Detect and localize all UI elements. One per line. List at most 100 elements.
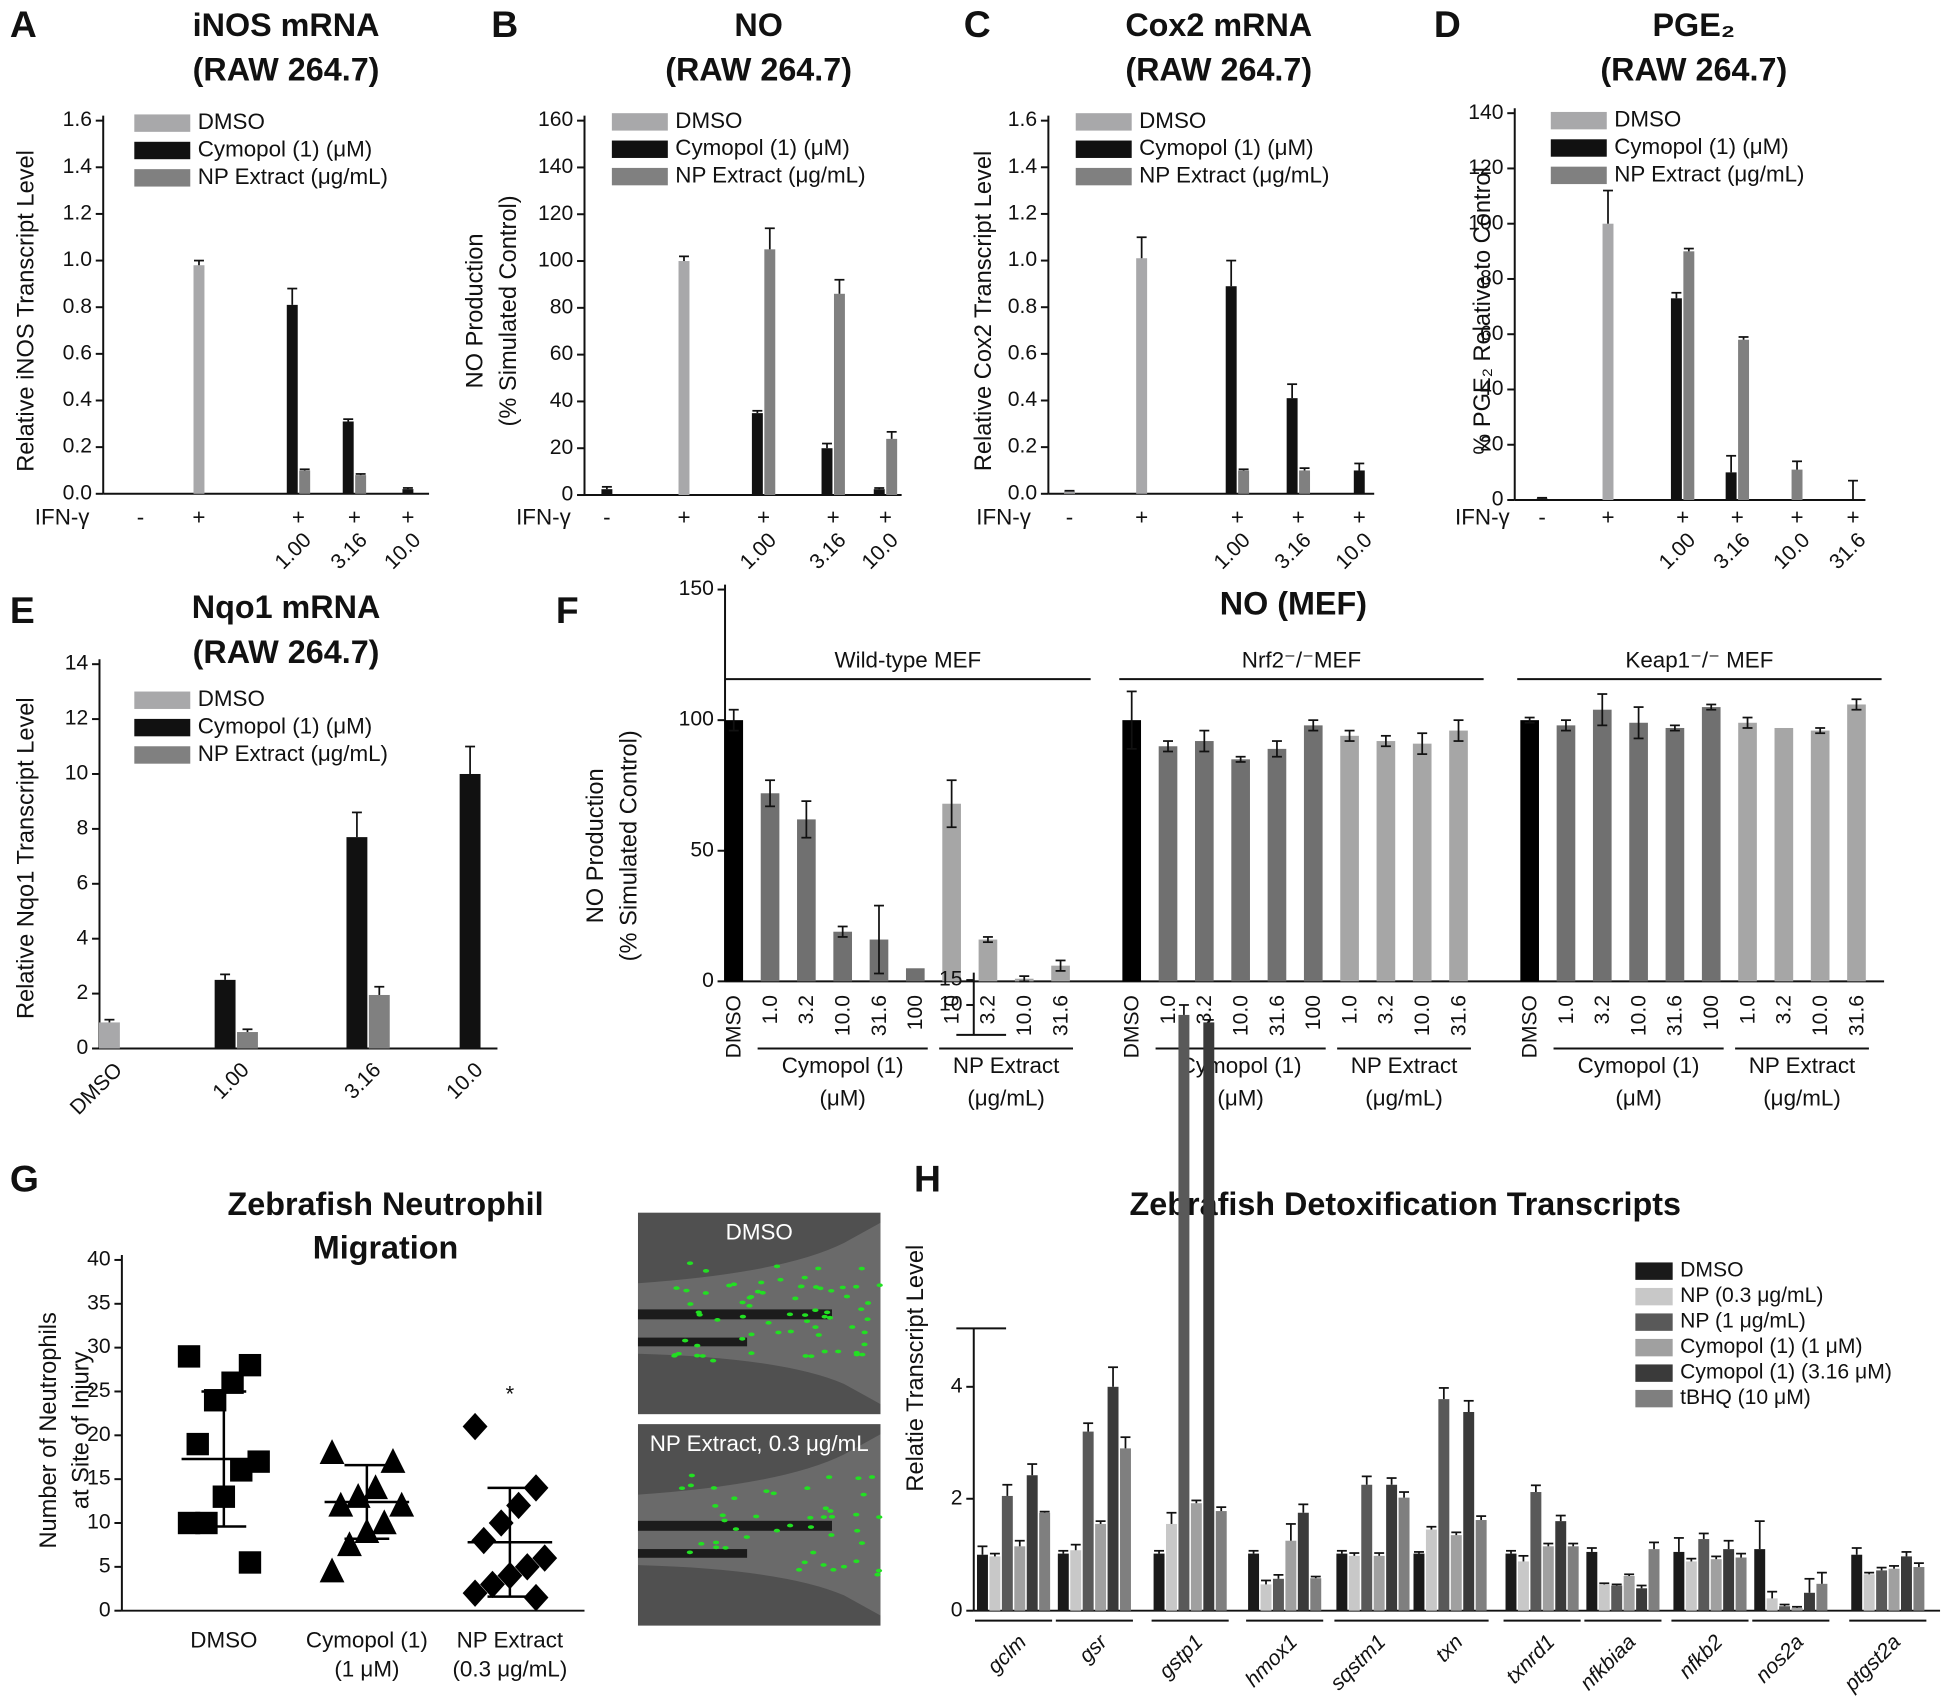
neutrophil	[721, 1518, 728, 1523]
bar	[678, 261, 690, 496]
neutrophil	[807, 1525, 815, 1529]
x-tick-label: 31.6	[868, 995, 891, 1036]
bar	[1901, 1556, 1912, 1611]
point	[371, 1509, 397, 1535]
bar	[1847, 704, 1866, 982]
point	[506, 1491, 532, 1520]
point	[480, 1570, 505, 1599]
bar	[1070, 1550, 1082, 1611]
y-tick-label: 140	[538, 155, 573, 178]
neutrophil	[686, 1261, 694, 1266]
neutrophil	[719, 1513, 726, 1518]
y-tick-label: 80	[550, 295, 573, 318]
y-tick-label: 0	[702, 969, 714, 992]
neutrophil	[876, 1515, 883, 1519]
bar	[1505, 1553, 1517, 1611]
image-label: DMSO	[726, 1220, 793, 1245]
y-tick-label: 20	[1480, 432, 1503, 455]
neutrophil	[710, 1358, 717, 1363]
x-tick-label: 3.2	[1375, 995, 1398, 1024]
chart-title: Migration	[313, 1230, 458, 1266]
point	[363, 1474, 389, 1500]
neutrophil	[874, 1572, 881, 1577]
point	[462, 1579, 488, 1607]
y-tick-label: 1.0	[63, 248, 92, 271]
bar	[1039, 1512, 1051, 1611]
x-tick-label: gclm	[983, 1631, 1031, 1679]
point	[471, 1526, 497, 1555]
bar	[1810, 730, 1830, 982]
neutrophil	[875, 1568, 883, 1573]
x-tick-label: +	[1790, 505, 1803, 530]
bar	[1215, 1511, 1227, 1611]
x-tick-label: +	[879, 505, 892, 530]
y-axis-label: (% Simulated Control)	[617, 730, 643, 961]
neutrophil	[739, 1336, 746, 1341]
neutrophil	[853, 1352, 860, 1357]
neutrophil	[821, 1349, 828, 1354]
neutrophil	[754, 1289, 762, 1294]
point	[389, 1491, 415, 1517]
neutrophil	[694, 1343, 701, 1348]
neutrophil	[795, 1567, 803, 1572]
x-tick-label: +	[401, 505, 414, 530]
bar	[1203, 1022, 1215, 1611]
chart-title: Zebrafish Neutrophil	[227, 1186, 543, 1222]
neutrophil	[853, 1512, 860, 1517]
y-tick-label: 0.6	[63, 341, 92, 364]
legend-swatch	[1635, 1287, 1673, 1306]
y-tick-label: 10	[939, 993, 962, 1016]
y-tick-label: 40	[87, 1248, 110, 1271]
x-tick-label: txn	[1431, 1631, 1467, 1667]
bar	[1556, 725, 1576, 982]
bar	[1361, 1484, 1373, 1611]
bar	[1413, 1553, 1425, 1611]
neutrophil	[683, 1288, 690, 1293]
bar	[1685, 1561, 1697, 1611]
bar	[1517, 1561, 1529, 1611]
bar	[342, 421, 354, 494]
bar	[1014, 1546, 1026, 1611]
legend-label: Cymopol (1) (μM)	[198, 136, 372, 161]
chart-title: (RAW 264.7)	[1125, 52, 1312, 88]
point	[195, 1511, 218, 1535]
y-tick-label: 1.4	[1008, 155, 1038, 178]
legend-label: Cymopol (1) (3.16 μM)	[1680, 1361, 1892, 1384]
neutrophil	[858, 1266, 865, 1271]
legend-label: Cymopol (1) (1 μM)	[1680, 1335, 1862, 1358]
y-tick-label: 14	[65, 652, 89, 675]
legend-swatch	[1550, 166, 1607, 185]
bar	[1673, 1551, 1685, 1611]
y-axis-label: % PGE₂ Relative to Control	[1470, 167, 1496, 455]
neutrophil	[853, 1559, 860, 1564]
bar	[1738, 722, 1757, 982]
fish-band	[637, 1520, 832, 1531]
point	[177, 1345, 201, 1368]
panel-label: H	[914, 1157, 941, 1199]
y-tick-label: 12	[65, 707, 88, 730]
bar	[751, 413, 763, 496]
neutrophil	[695, 1310, 702, 1315]
y-axis-label: Relative Nqo1 Transcript Level	[14, 697, 40, 1019]
y-tick-label: 1.4	[63, 155, 93, 178]
legend-label: DMSO	[1680, 1259, 1743, 1282]
neutrophil	[748, 1351, 755, 1356]
x-tick-label: +	[1731, 505, 1744, 530]
bar	[1913, 1567, 1925, 1611]
subgroup-unit: (μM)	[819, 1085, 865, 1110]
bar	[1698, 1539, 1710, 1611]
bar	[1648, 1549, 1660, 1611]
x-sublabel: 3.16	[1270, 529, 1315, 574]
point	[186, 1432, 209, 1456]
fish-band	[637, 1337, 748, 1347]
y-tick-label: 15	[87, 1467, 110, 1490]
x-sublabel: (1 μM)	[334, 1656, 399, 1681]
y-tick-label: 0	[99, 1598, 111, 1621]
neutrophil	[854, 1528, 861, 1533]
x-tick-label: 3.2	[1773, 995, 1796, 1024]
x-tick-label: 10.0	[1229, 995, 1252, 1036]
neutrophil	[675, 1351, 682, 1356]
neutrophil	[739, 1300, 746, 1305]
fish-band	[637, 1309, 832, 1320]
x-tick-label: 1.0	[1338, 995, 1361, 1024]
